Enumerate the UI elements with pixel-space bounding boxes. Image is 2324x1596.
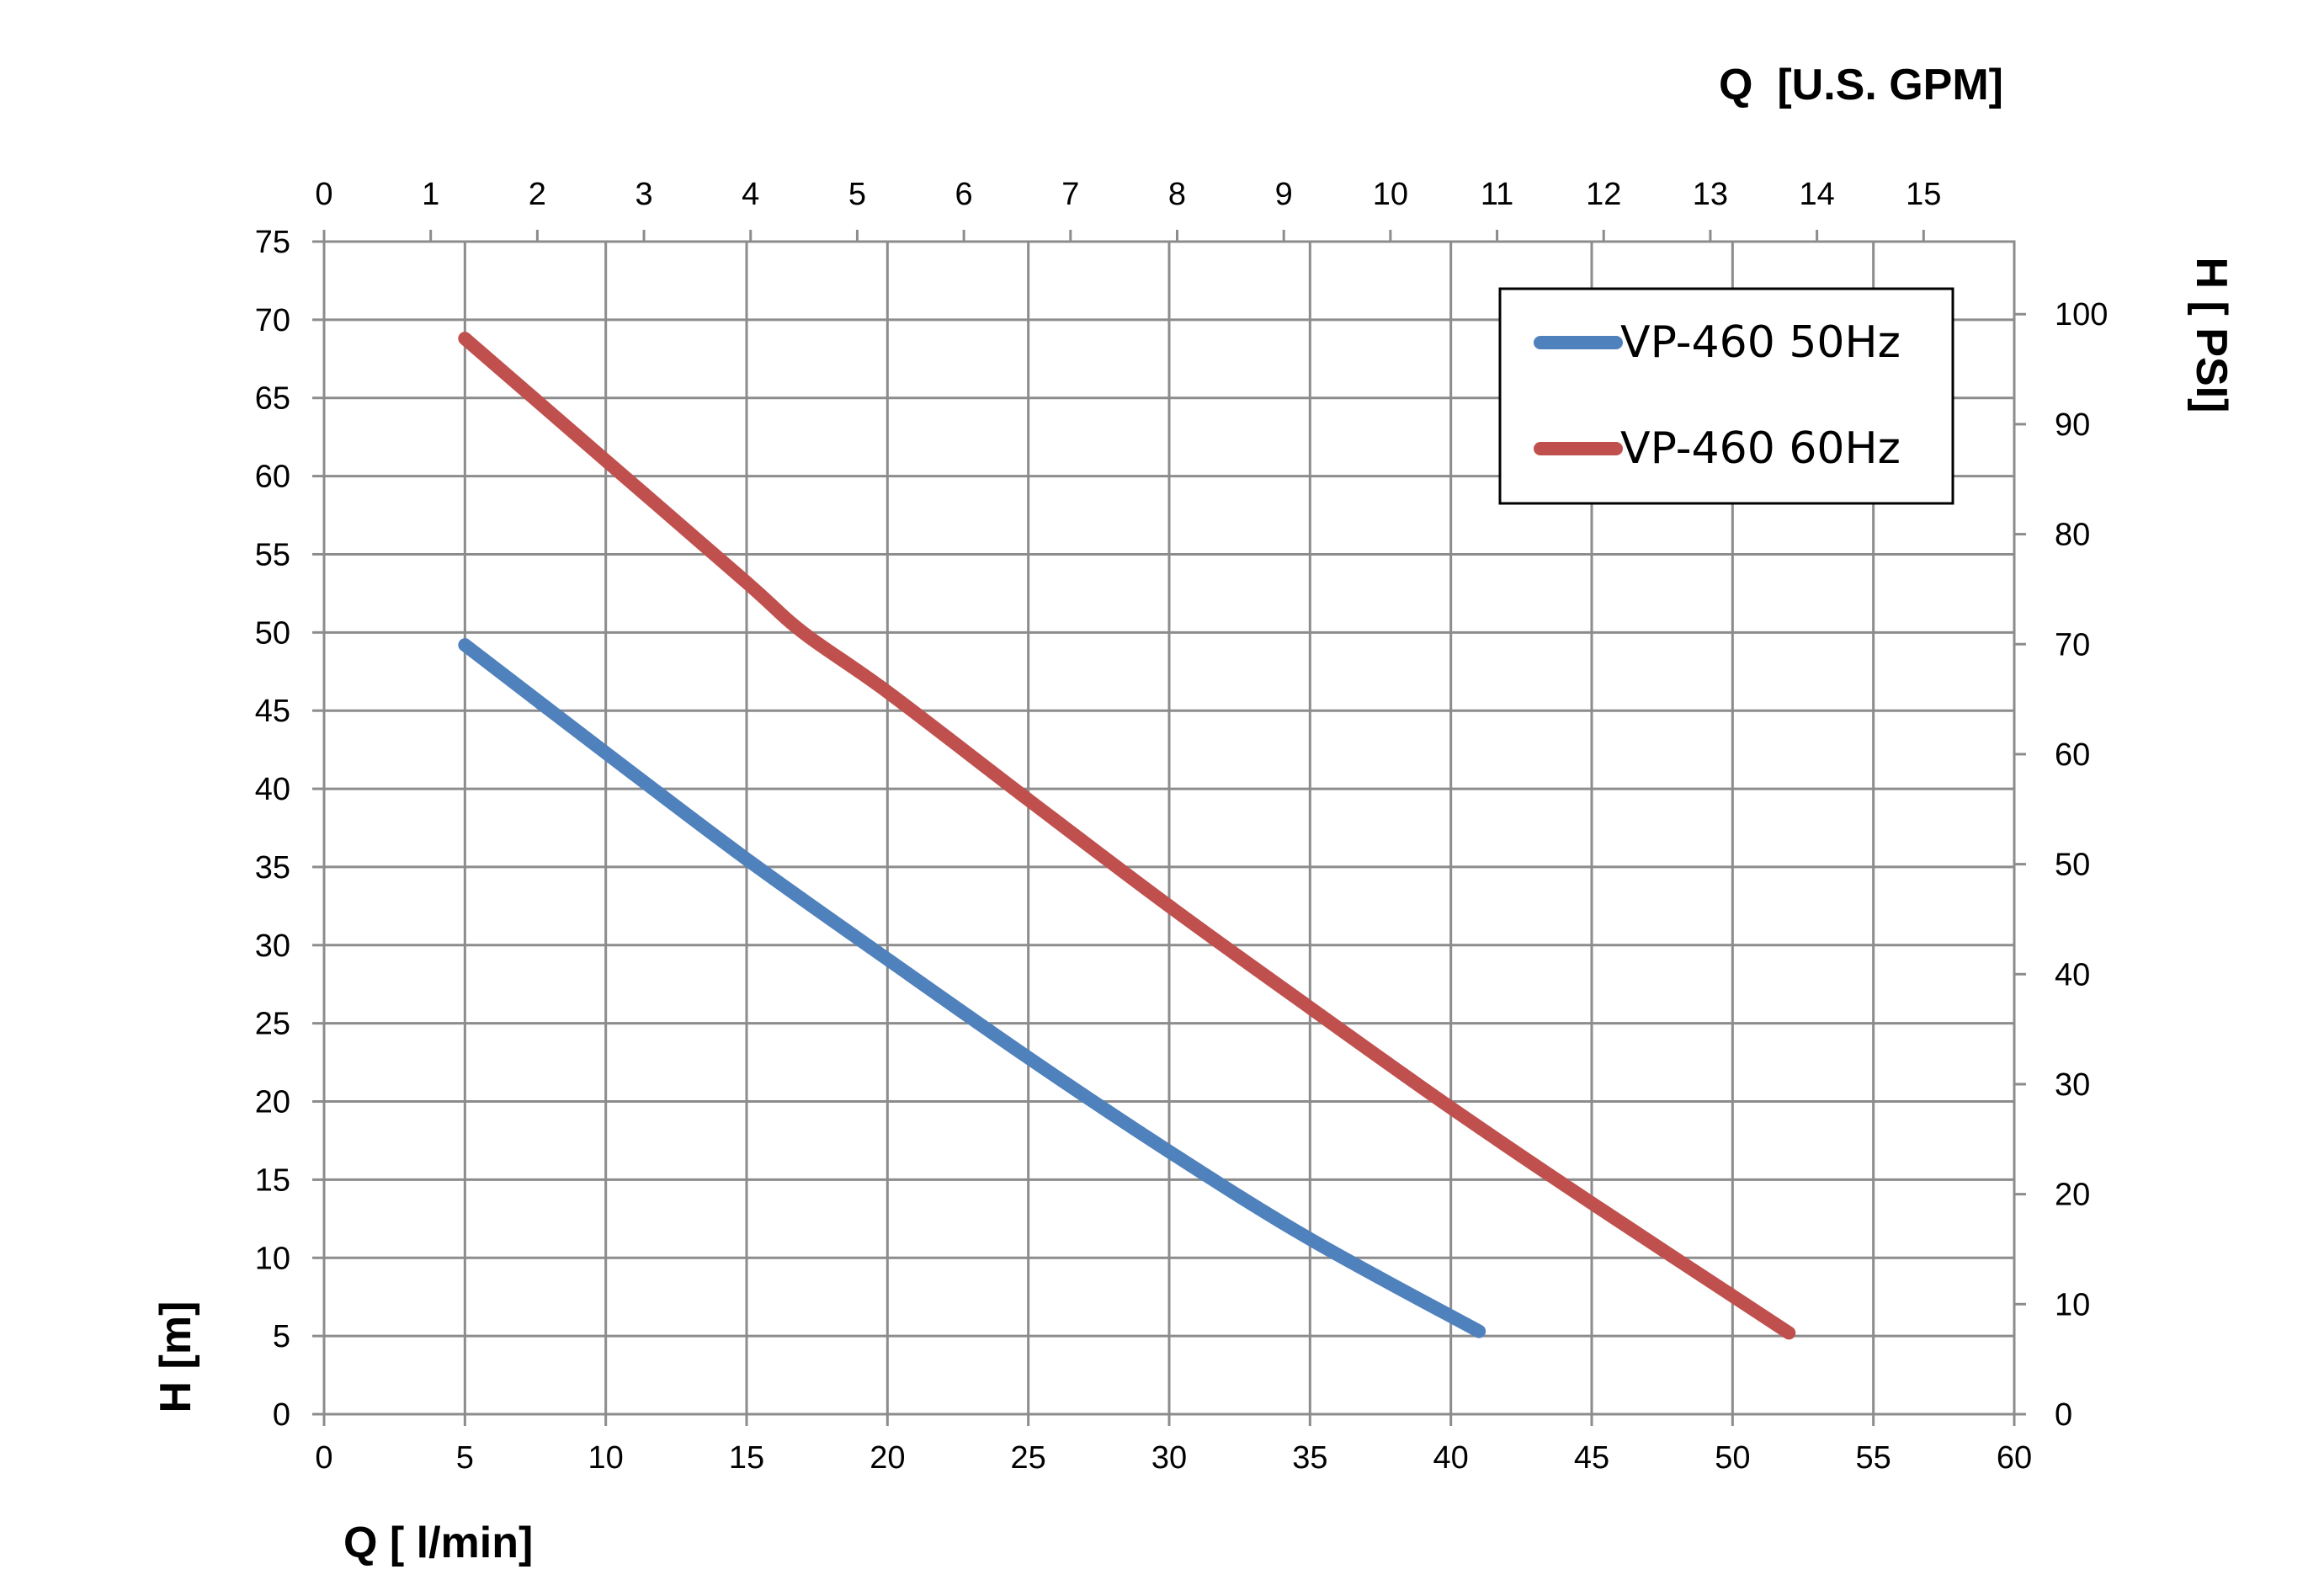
y-left-tick-label: 40 bbox=[255, 772, 290, 807]
left-axis-title: H [m] bbox=[152, 1301, 200, 1413]
y-left-tick-label: 35 bbox=[255, 850, 290, 886]
series-line-50hz bbox=[458, 638, 1486, 1338]
y-left-tick-label: 50 bbox=[255, 615, 290, 651]
legend-box bbox=[1498, 287, 1954, 505]
x-bottom-tick-label: 35 bbox=[1292, 1440, 1327, 1476]
x-top-tick-label: 11 bbox=[1481, 177, 1513, 212]
y-left-tick-label: 25 bbox=[255, 1007, 290, 1042]
right-axis-title: H [ PSI] bbox=[2187, 258, 2236, 413]
x-top-tick-label: 6 bbox=[955, 177, 973, 212]
x-top-tick-label: 5 bbox=[848, 177, 866, 212]
series-lines bbox=[458, 332, 1796, 1340]
grid-lines bbox=[312, 230, 2026, 1426]
x-bottom-tick-label: 45 bbox=[1574, 1440, 1609, 1476]
y-left-tick-label: 75 bbox=[255, 225, 290, 260]
bottom-axis-title: Q [ l/min] bbox=[343, 1519, 533, 1567]
x-top-tick-label: 9 bbox=[1275, 177, 1293, 212]
y-left-tick-label: 60 bbox=[255, 460, 290, 495]
y-right-tick-label: 90 bbox=[2055, 407, 2090, 443]
y-left-tick-label: 10 bbox=[255, 1241, 290, 1276]
x-top-tick-label: 10 bbox=[1373, 177, 1408, 212]
y-right-tick-label: 60 bbox=[2055, 737, 2090, 773]
y-right-tick-label: 10 bbox=[2055, 1287, 2090, 1322]
y-right-tick-label: 50 bbox=[2055, 848, 2090, 883]
y-right-tick-label: 80 bbox=[2055, 518, 2090, 553]
y-left-tick-label: 65 bbox=[255, 381, 290, 417]
y-left-tick-label: 20 bbox=[255, 1085, 290, 1120]
y-left-tick-label: 15 bbox=[255, 1162, 290, 1198]
x-bottom-tick-label: 60 bbox=[1997, 1440, 2032, 1476]
x-top-tick-label: 15 bbox=[1906, 177, 1941, 212]
legend-label-60hz: VP-460 60Hz bbox=[1620, 423, 1901, 474]
x-top-tick-label: 1 bbox=[422, 177, 439, 212]
x-bottom-tick-label: 30 bbox=[1151, 1440, 1187, 1476]
x-bottom-tick-label: 15 bbox=[729, 1440, 764, 1476]
plot-frame bbox=[322, 240, 2016, 1416]
x-top-tick-label: 3 bbox=[635, 177, 652, 212]
y-left-tick-label: 55 bbox=[255, 537, 290, 572]
x-top-tick-label: 14 bbox=[1799, 177, 1834, 212]
x-top-tick-label: 13 bbox=[1693, 177, 1728, 212]
y-right-tick-label: 20 bbox=[2055, 1178, 2090, 1213]
y-left-tick-label: 5 bbox=[273, 1319, 290, 1354]
x-top-tick-label: 8 bbox=[1168, 177, 1186, 212]
x-top-tick-label: 7 bbox=[1061, 177, 1079, 212]
y-right-tick-label: 0 bbox=[2055, 1397, 2072, 1433]
x-top-tick-label: 12 bbox=[1586, 177, 1621, 212]
x-top-tick-label: 0 bbox=[315, 177, 332, 212]
y-right-tick-label: 70 bbox=[2055, 627, 2090, 662]
legend: VP-460 50Hz VP-460 60Hz bbox=[1498, 287, 1954, 505]
x-bottom-tick-label: 25 bbox=[1011, 1440, 1046, 1476]
x-top-tick-label: 2 bbox=[529, 177, 546, 212]
y-right-tick-label: 40 bbox=[2055, 957, 2090, 992]
x-bottom-tick-label: 55 bbox=[1856, 1440, 1891, 1476]
y-right-tick-label: 100 bbox=[2055, 297, 2108, 332]
tick-labels: 0 5 10 15 20 25 30 35 40 45 50 55 600510152025303540… bbox=[255, 177, 2109, 1476]
x-bottom-tick-label: 0 bbox=[315, 1440, 332, 1476]
x-bottom-tick-label: 5 bbox=[456, 1440, 474, 1476]
x-bottom-tick-label: 10 bbox=[588, 1440, 624, 1476]
top-axis-title: Q [U.S. GPM] bbox=[1719, 61, 2003, 109]
series-line-60hz bbox=[458, 332, 1796, 1340]
y-left-tick-label: 30 bbox=[255, 928, 290, 964]
x-bottom-tick-label: 50 bbox=[1715, 1440, 1750, 1476]
y-left-tick-label: 45 bbox=[255, 694, 290, 729]
y-left-tick-label: 70 bbox=[255, 303, 290, 338]
x-top-tick-label: 4 bbox=[742, 177, 759, 212]
legend-label-50hz: VP-460 50Hz bbox=[1620, 317, 1901, 368]
x-bottom-tick-label: 20 bbox=[870, 1440, 905, 1476]
y-left-tick-label: 0 bbox=[273, 1397, 290, 1433]
y-right-tick-label: 30 bbox=[2055, 1067, 2090, 1103]
x-bottom-tick-label: 40 bbox=[1433, 1440, 1469, 1476]
